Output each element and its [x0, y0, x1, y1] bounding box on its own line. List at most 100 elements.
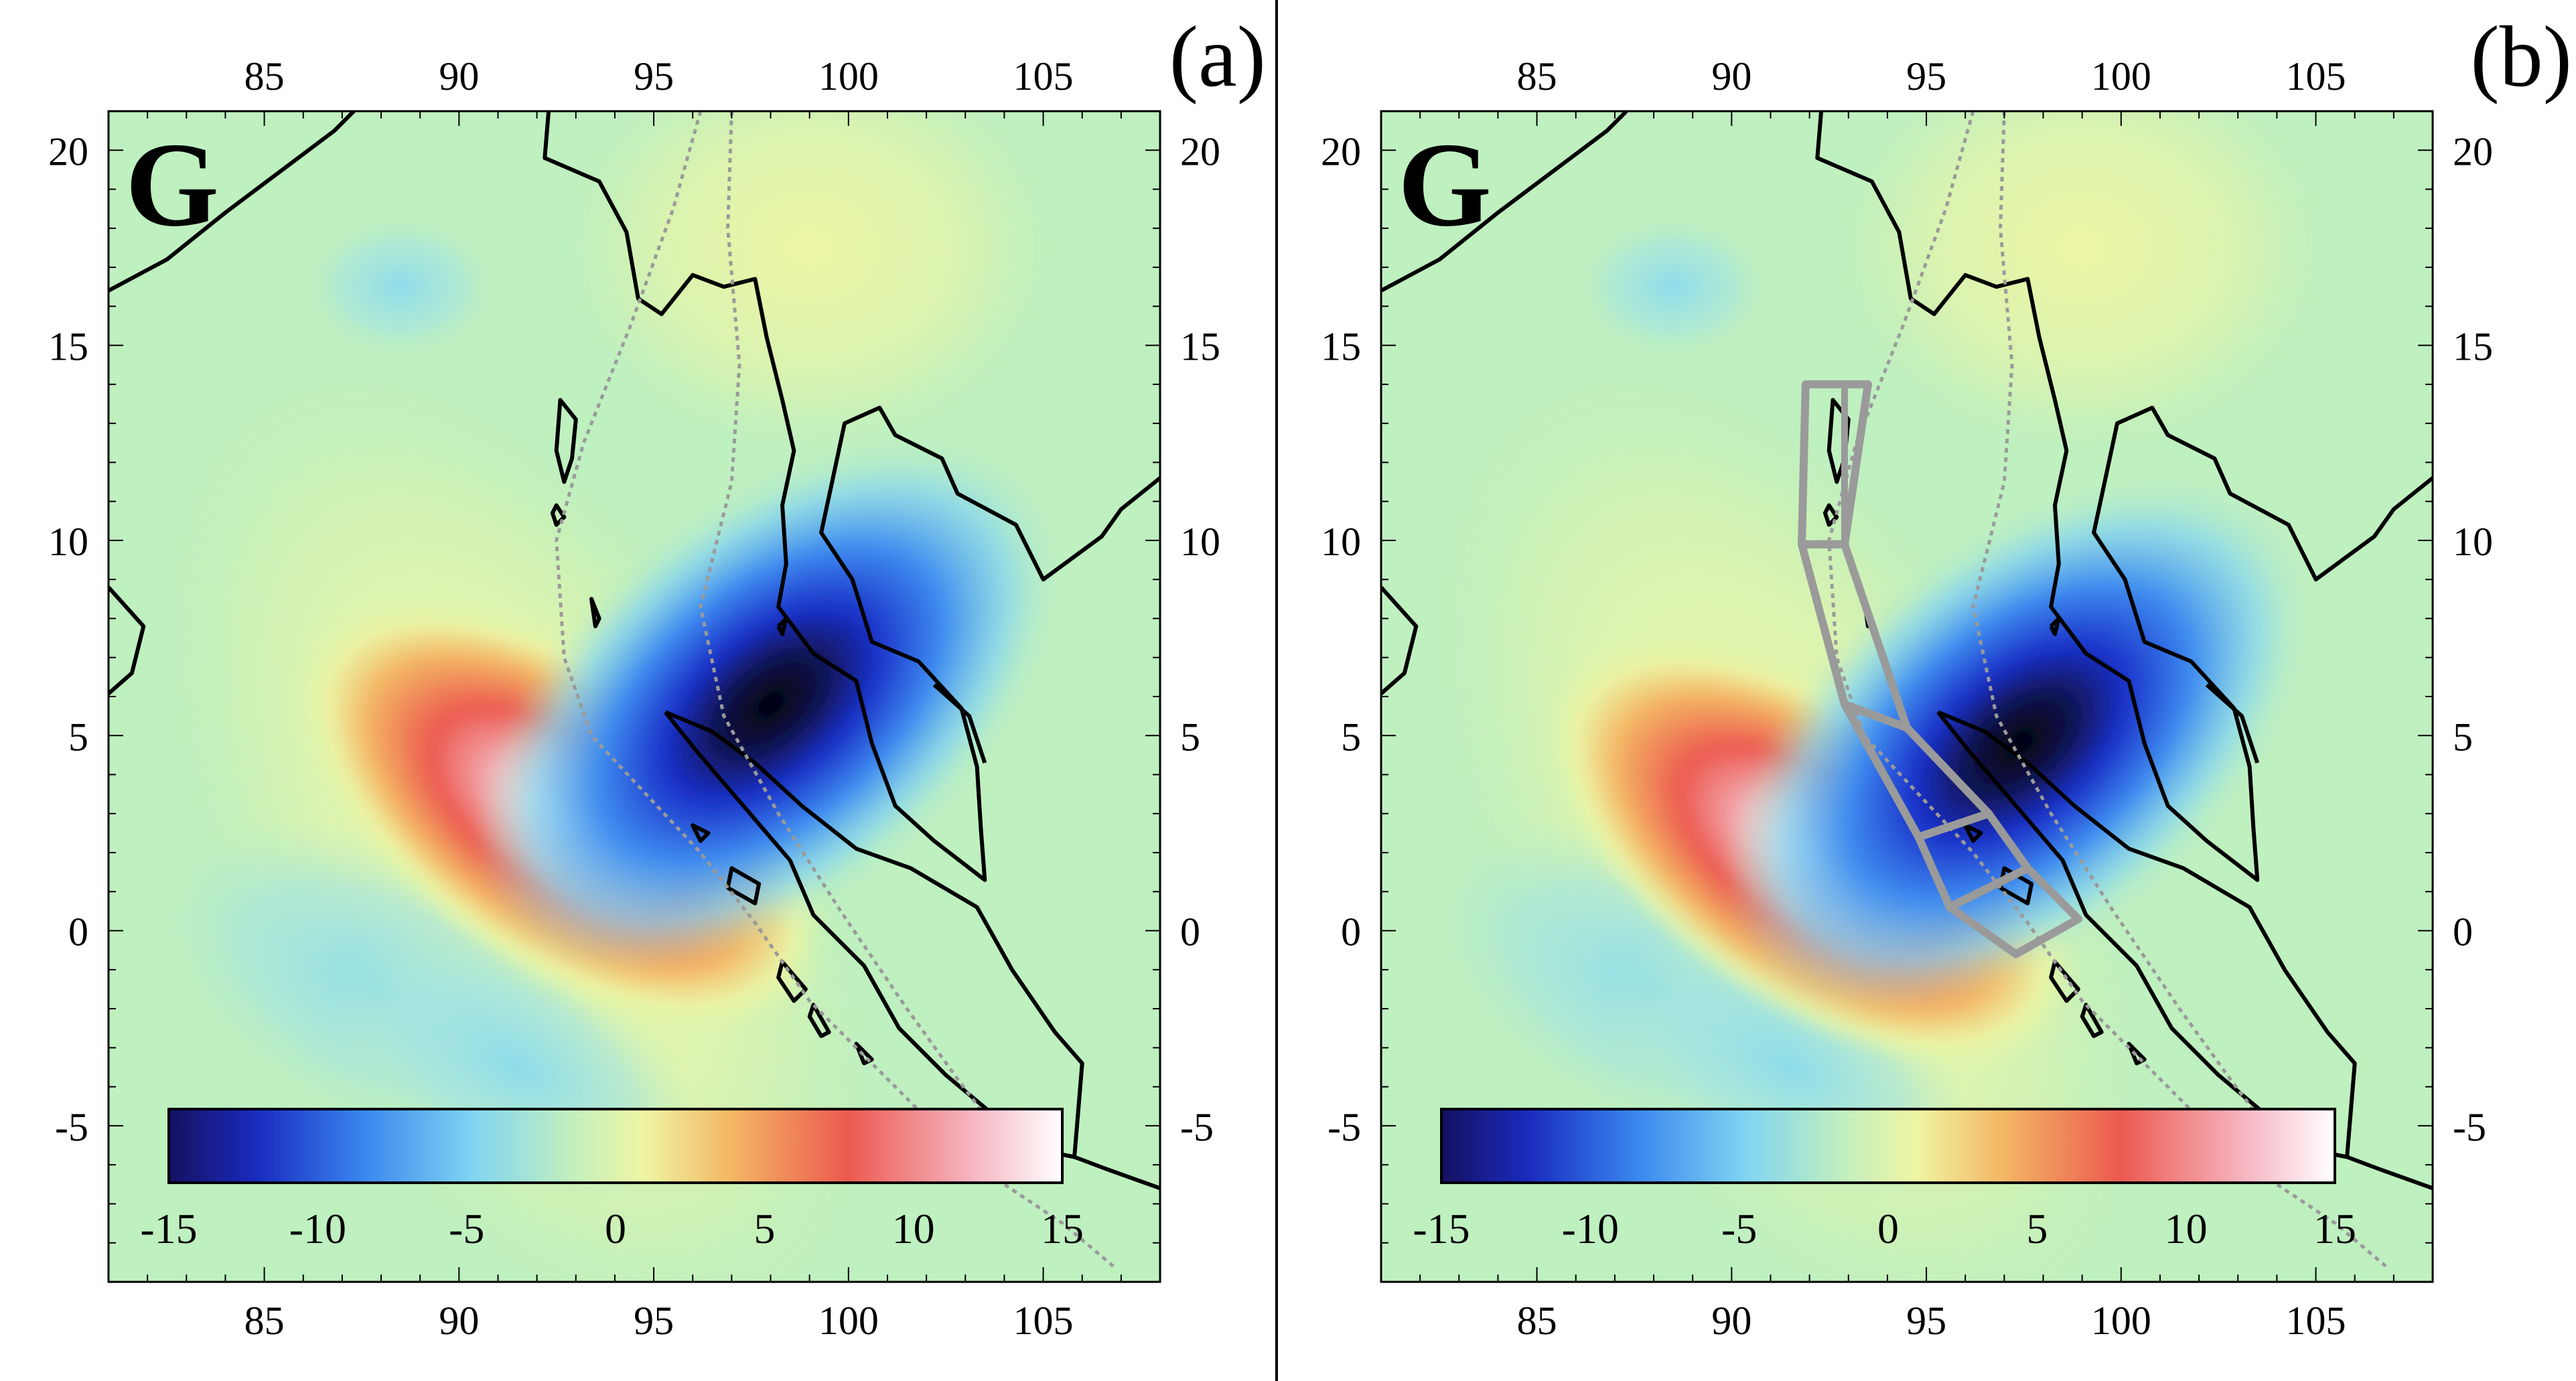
x-tick-label-bottom: 100	[818, 1299, 879, 1343]
colorbar-tick-label: -15	[140, 1205, 197, 1252]
weak-positive-north	[1841, 111, 2323, 449]
x-tick-label-bottom: 95	[634, 1299, 674, 1343]
x-tick-label-top: 90	[439, 54, 479, 98]
island-5	[2049, 960, 2080, 1003]
coastline-5	[1074, 1155, 1160, 1191]
island-5	[776, 960, 808, 1003]
panel-label: (a)	[1169, 9, 1266, 105]
coastline-7	[776, 616, 788, 636]
y-tick-label-right: -5	[2453, 1105, 2486, 1149]
x-tick-label-bottom: 105	[1013, 1299, 1074, 1343]
y-tick-label-right: 20	[2453, 129, 2493, 173]
y-tick-label-left: 20	[1321, 129, 1361, 173]
colorbar-tick-label: 0	[605, 1205, 626, 1252]
x-tick-label-top: 105	[2286, 54, 2346, 98]
map-letter: G	[125, 118, 219, 251]
map-letter: G	[1398, 118, 1492, 251]
x-tick-label-top: 85	[244, 54, 285, 98]
island-8	[1963, 823, 1983, 843]
coastline-2	[109, 585, 146, 697]
coastline-6	[2205, 683, 2260, 764]
coastline-6	[932, 683, 987, 764]
y-tick-label-right: 0	[1180, 910, 1200, 954]
y-tick-label-right: 15	[2453, 325, 2493, 369]
y-tick-label-right: -5	[1180, 1105, 1214, 1149]
y-tick-label-left: 0	[1341, 910, 1361, 954]
y-tick-label-left: 5	[1341, 715, 1361, 759]
x-tick-label-top: 95	[634, 54, 674, 98]
x-tick-label-top: 105	[1013, 54, 1074, 98]
y-tick-label-right: 5	[2453, 715, 2473, 759]
y-tick-label-left: 10	[1321, 520, 1361, 564]
island-1	[554, 398, 578, 484]
colorbar-tick-label: -5	[1721, 1205, 1757, 1252]
colorbar-tick-label: 10	[2165, 1205, 2208, 1252]
colorbar-tick-label: -5	[449, 1205, 484, 1252]
y-tick-label-right: 20	[1180, 129, 1220, 173]
colorbar-tick-label: -15	[1413, 1205, 1470, 1252]
fault-segment-5	[1946, 864, 2082, 958]
y-tick-label-left: 5	[68, 715, 88, 759]
x-tick-label-top: 100	[2091, 54, 2151, 98]
plate-boundary	[1971, 111, 2290, 1158]
colorbar	[1440, 1108, 2336, 1184]
coastline-7	[2049, 616, 2061, 636]
x-tick-label-top: 90	[1711, 54, 1751, 98]
negative-anomaly	[474, 433, 1068, 976]
x-tick-label-bottom: 90	[1711, 1299, 1751, 1343]
colorbar-tick-label: -10	[1562, 1205, 1619, 1252]
negative-anomaly	[1723, 471, 2317, 1015]
x-tick-label-top: 95	[1906, 54, 1946, 98]
frame-ticks	[108, 111, 1161, 1283]
island-2	[1822, 503, 1839, 527]
colorbar-tick-label: 0	[1877, 1205, 1899, 1252]
y-tick-label-left: -5	[1328, 1105, 1361, 1149]
coastline-1	[1381, 111, 1628, 293]
colorbar-tick-label: 5	[754, 1205, 775, 1252]
y-tick-label-left: 20	[48, 129, 88, 173]
coastline-2	[1381, 585, 1419, 697]
y-tick-label-right: 5	[1180, 715, 1200, 759]
x-tick-label-bottom: 105	[2286, 1299, 2346, 1343]
y-tick-label-left: 15	[48, 325, 88, 369]
x-tick-label-bottom: 100	[2091, 1299, 2151, 1343]
y-tick-label-right: 10	[2453, 520, 2493, 564]
island-3	[589, 597, 601, 629]
colorbar-tick-label: 5	[2026, 1205, 2048, 1252]
panel-a: -15 -10 -5 0 5 10 1585859090959510010010510520…	[48, 9, 1266, 1343]
y-tick-label-left: 15	[1321, 325, 1361, 369]
island-2	[550, 503, 567, 527]
island-6	[2080, 1003, 2104, 1038]
fault-segments	[1798, 380, 2082, 958]
y-tick-label-left: 0	[68, 910, 88, 954]
coastline-3	[1815, 111, 2433, 882]
x-tick-label-top: 100	[818, 54, 879, 98]
colorbar-tick-label: 15	[2313, 1205, 2356, 1252]
island-4	[725, 866, 762, 905]
anomaly-field	[1381, 111, 2433, 1282]
panel-label: (b)	[2470, 9, 2572, 105]
y-tick-label-right: 15	[1180, 325, 1220, 369]
coastline-1	[109, 111, 356, 293]
weak-positive-north	[568, 111, 1051, 449]
panel-b: -15 -10 -5 0 5 10 1585859090959510010010510520…	[1321, 9, 2572, 1343]
weak-negative-bay	[1573, 213, 1774, 361]
colorbar-tick-label: 15	[1041, 1205, 1084, 1252]
weak-negative-bay	[300, 213, 502, 361]
colorbar	[167, 1108, 1064, 1184]
y-tick-label-right: 10	[1180, 520, 1220, 564]
colorbar-tick-label: -10	[289, 1205, 346, 1252]
x-tick-label-bottom: 90	[439, 1299, 479, 1343]
y-tick-label-left: 10	[48, 520, 88, 564]
x-tick-label-bottom: 85	[244, 1299, 285, 1343]
island-8	[691, 823, 711, 843]
island-6	[807, 1003, 831, 1038]
coastline-3	[543, 111, 1160, 882]
colorbar-tick-label: 10	[892, 1205, 935, 1252]
frame-ticks	[1380, 111, 2433, 1283]
coastline-5	[2346, 1155, 2433, 1191]
plate-boundary	[699, 111, 1017, 1158]
x-tick-label-bottom: 95	[1906, 1299, 1946, 1343]
x-tick-label-top: 85	[1517, 54, 1557, 98]
